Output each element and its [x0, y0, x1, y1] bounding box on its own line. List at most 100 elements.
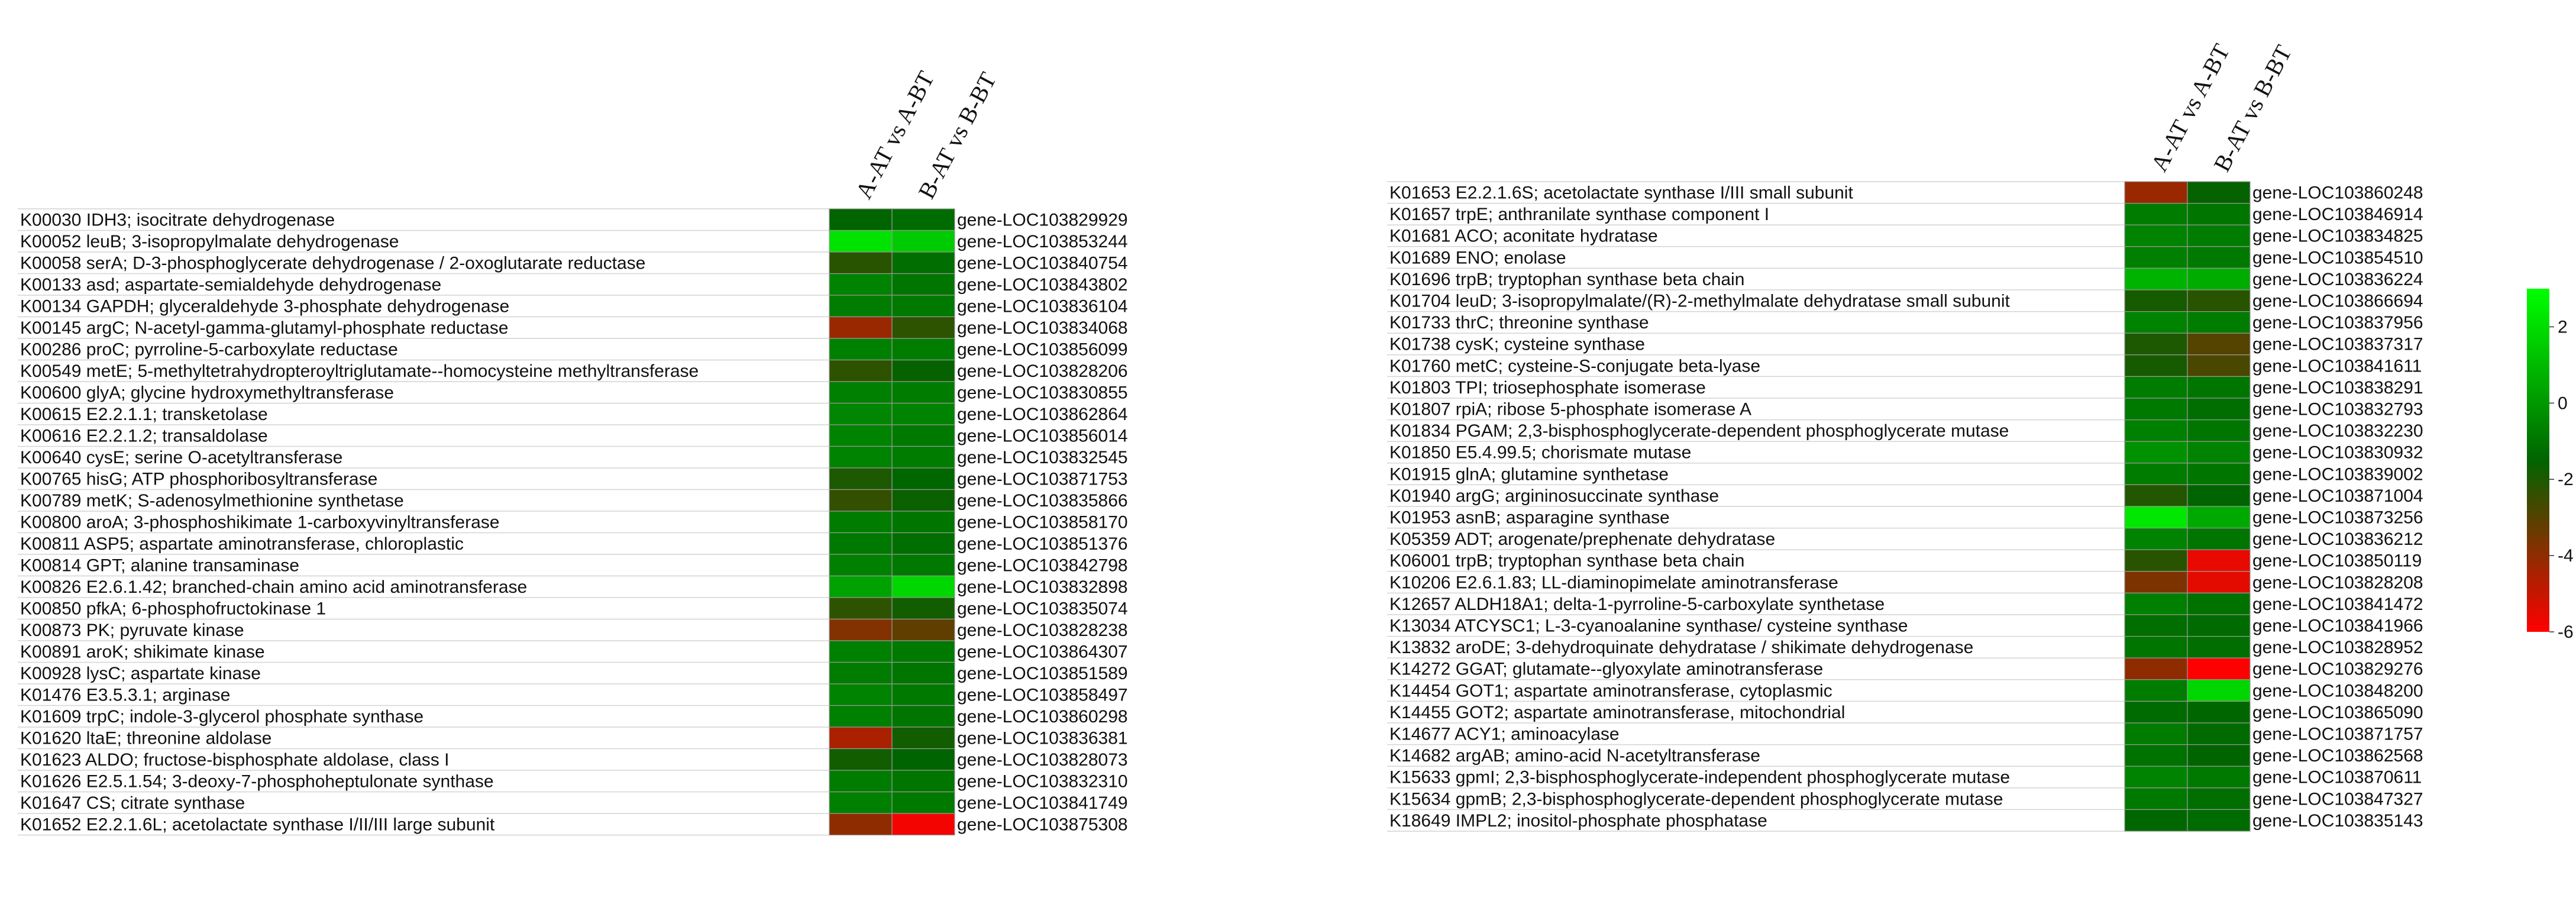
heatmap-cell	[2187, 354, 2251, 377]
heatmap-cell	[891, 770, 955, 793]
heatmap-cell	[891, 467, 955, 490]
heatmap-cell	[891, 618, 955, 641]
heatmap-cell	[829, 316, 893, 339]
gene-id: gene-LOC103832545	[957, 448, 1128, 467]
row-label: K01850 E5.4.99.5; chorismate mutase	[1389, 443, 1691, 463]
gene-id: gene-LOC103838291	[2252, 378, 2423, 398]
gene-id: gene-LOC103858497	[957, 685, 1128, 705]
heatmap-cell	[2187, 289, 2251, 312]
gene-id: gene-LOC103865090	[2252, 703, 2423, 722]
heatmap-cell	[2187, 766, 2251, 789]
heatmap-cell	[2124, 289, 2188, 312]
row-label: K00826 E2.6.1.42; branched-chain amino a…	[20, 577, 527, 597]
heatmap-cell	[2124, 332, 2188, 356]
heatmap-cell	[891, 661, 955, 684]
row-label: K00145 argC; N-acetyl-gamma-glutamyl-pho…	[20, 318, 508, 338]
heatmap-cell	[2187, 463, 2251, 485]
heatmap-cell	[2187, 592, 2251, 615]
gene-id: gene-LOC103871753	[957, 469, 1128, 489]
heatmap-cell	[829, 683, 893, 706]
legend-tick-label: 0	[2558, 393, 2568, 413]
heatmap-cell	[891, 727, 955, 750]
row-label: K12657 ALDH18A1; delta-1-pyrroline-5-car…	[1389, 595, 1885, 614]
row-label: K14454 GOT1; aspartate aminotransferase,…	[1389, 681, 1832, 700]
heatmap-cell	[829, 532, 893, 555]
heatmap-cell	[2124, 809, 2188, 832]
gene-id: gene-LOC103864307	[957, 642, 1128, 661]
heatmap-cell	[2124, 267, 2188, 290]
gene-id: gene-LOC103860298	[957, 707, 1128, 727]
heatmap-cell	[891, 445, 955, 469]
heatmap-cell	[891, 316, 955, 339]
heatmap-cell	[829, 208, 893, 231]
heatmap-cell	[891, 511, 955, 534]
heatmap-cell	[891, 575, 955, 598]
heatmap-cell	[891, 208, 955, 231]
heatmap-cell	[2124, 722, 2188, 745]
heatmap-cell	[2124, 311, 2188, 334]
heatmap-cell	[2187, 398, 2251, 421]
heatmap-cell	[2187, 571, 2251, 593]
gene-id: gene-LOC103836381	[957, 728, 1128, 748]
legend-tick-label: -2	[2558, 470, 2574, 489]
heatmap-cell	[2124, 224, 2188, 247]
row-label: K00928 lysC; aspartate kinase	[20, 664, 261, 683]
row-label: K14455 GOT2; aspartate aminotransferase,…	[1389, 703, 1845, 722]
heatmap-cell	[2187, 506, 2251, 529]
heatmap-cell	[2124, 419, 2188, 442]
heatmap-cell	[2187, 203, 2251, 225]
gene-id: gene-LOC103832898	[957, 577, 1128, 597]
row-label: K00814 GPT; alanine transaminase	[20, 556, 299, 575]
gene-id: gene-LOC103875308	[957, 815, 1128, 834]
heatmap-cell	[2187, 376, 2251, 399]
row-label: K00286 proC; pyrroline-5-carboxylate red…	[20, 340, 398, 359]
heatmap-cell	[2124, 376, 2188, 399]
gene-id: gene-LOC103841611	[2252, 356, 2422, 376]
row-label: K05359 ADT; arogenate/prephenate dehydra…	[1389, 529, 1775, 549]
row-label: K13832 aroDE; 3-dehydroquinate dehydrata…	[1389, 638, 1973, 657]
gene-id: gene-LOC103828206	[957, 361, 1128, 381]
row-label: K06001 trpB; tryptophan synthase beta ch…	[1389, 551, 1744, 571]
gene-id: gene-LOC103835074	[957, 599, 1128, 618]
gene-id: gene-LOC103871004	[2252, 486, 2423, 506]
gene-id: gene-LOC103839002	[2252, 464, 2423, 484]
heatmap-cell	[891, 251, 955, 275]
heatmap-cell	[891, 338, 955, 361]
heatmap-cell	[891, 597, 955, 620]
row-label: K01738 cysK; cysteine synthase	[1389, 335, 1645, 354]
gene-id: gene-LOC103832793	[2252, 400, 2423, 419]
heatmap-cell	[891, 273, 955, 296]
gene-id: gene-LOC103828952	[2252, 638, 2423, 657]
gene-id: gene-LOC103834825	[2252, 227, 2423, 246]
heatmap-cell	[829, 618, 893, 641]
gene-id: gene-LOC103829929	[957, 210, 1128, 230]
gene-id: gene-LOC103846914	[2252, 205, 2423, 224]
row-label: K01834 PGAM; 2,3-bisphosphoglycerate-dep…	[1389, 421, 2009, 441]
legend-tick-label: -4	[2558, 546, 2574, 566]
row-label: K01733 thrC; threonine synthase	[1389, 313, 1649, 332]
heatmap-cell	[891, 791, 955, 814]
heatmap-cell	[2187, 614, 2251, 637]
heatmap-cell	[891, 230, 955, 253]
heatmap-cell	[2187, 224, 2251, 247]
heatmap-cell	[2187, 332, 2251, 356]
row-label: K00616 E2.2.1.2; transaldolase	[20, 426, 268, 445]
row-label: K00615 E2.2.1.1; transketolase	[20, 405, 268, 424]
heatmap-cell	[2124, 463, 2188, 485]
heatmap-cell	[891, 489, 955, 512]
heatmap-cell	[2124, 766, 2188, 789]
row-label: K00134 GAPDH; glyceraldehyde 3-phosphate…	[20, 296, 509, 316]
row-label: K00549 metE; 5-methyltetrahydropteroyltr…	[20, 361, 699, 381]
legend-colorbar	[2527, 289, 2549, 632]
heatmap-cell	[2187, 484, 2251, 507]
gene-id: gene-LOC103832310	[957, 771, 1128, 791]
heatmap-cell	[2124, 657, 2188, 680]
heatmap-cell	[829, 489, 893, 512]
gene-id: gene-LOC103873256	[2252, 508, 2423, 528]
gene-id: gene-LOC103848200	[2252, 681, 2423, 700]
heatmap-cell	[2124, 441, 2188, 464]
heatmap-cell	[2124, 246, 2188, 269]
heatmap-cell	[829, 338, 893, 361]
gene-id: gene-LOC103828208	[2252, 573, 2423, 592]
